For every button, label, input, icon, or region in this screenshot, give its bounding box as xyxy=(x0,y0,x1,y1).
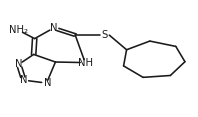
Text: N: N xyxy=(20,75,28,85)
Text: NH₂: NH₂ xyxy=(9,25,28,35)
Text: N: N xyxy=(15,59,23,69)
Text: N: N xyxy=(50,23,57,33)
Text: S: S xyxy=(102,30,108,40)
Text: N: N xyxy=(44,78,51,88)
Text: NH: NH xyxy=(78,58,93,68)
